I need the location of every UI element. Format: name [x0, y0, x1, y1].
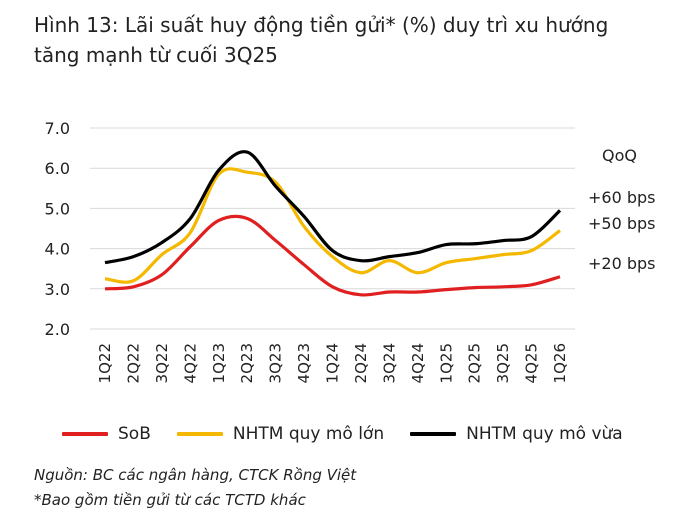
y-axis: 2.0 3.0 4.0 5.0 6.0 7.0 [45, 119, 70, 339]
x-axis: 1Q22 2Q22 3Q22 4Q22 1Q23 2Q23 3Q23 4Q23 1Q24 2Q24… [96, 343, 569, 383]
y-tick-label: 4.0 [45, 240, 70, 259]
legend-label-medium: NHTM quy mô vừa [466, 424, 623, 444]
qoq-label-vua: +60 bps [588, 188, 656, 207]
legend-item-sob: SoB [62, 424, 151, 444]
chart-title: Hình 13: Lãi suất huy động tiền gửi* (%)… [34, 10, 684, 70]
legend-item-large: NHTM quy mô lớn [176, 424, 385, 444]
legend-label-sob: SoB [118, 424, 151, 444]
source-note: Nguồn: BC các ngân hàng, CTCK Rồng Việt … [34, 463, 356, 513]
y-tick-label: 2.0 [45, 320, 70, 339]
x-tick-label: 1Q23 [210, 343, 228, 383]
series-line-2 [104, 150, 562, 265]
title-line-2: tăng mạnh từ cuối 3Q25 [34, 43, 278, 67]
y-tick-label: 7.0 [45, 119, 70, 138]
x-tick-label: 3Q22 [153, 343, 171, 383]
legend-swatch-medium [410, 432, 457, 436]
x-tick-label: 4Q25 [523, 343, 541, 383]
x-tick-label: 2Q24 [352, 343, 370, 383]
x-tick-label: 4Q24 [409, 343, 427, 383]
x-tick-label: 3Q24 [380, 343, 398, 383]
legend-swatch-sob [62, 432, 108, 436]
x-tick-label: 4Q23 [295, 343, 313, 383]
legend: SoB NHTM quy mô lớn NHTM quy mô vừa [62, 424, 649, 444]
y-tick-label: 6.0 [45, 159, 70, 178]
y-tick-label: 3.0 [45, 280, 70, 299]
legend-label-large: NHTM quy mô lớn [232, 424, 385, 444]
qoq-label-lon: +50 bps [588, 214, 656, 233]
qoq-header: QoQ [602, 146, 637, 165]
source-line-1: Nguồn: BC các ngân hàng, CTCK Rồng Việt [34, 466, 357, 484]
series-line-0 [104, 214, 561, 297]
x-tick-label: 1Q24 [324, 343, 342, 383]
y-tick-label: 5.0 [45, 199, 70, 218]
grid [90, 127, 575, 330]
x-tick-label: 2Q23 [238, 343, 256, 383]
x-tick-label: 3Q23 [267, 343, 285, 383]
legend-swatch-large [176, 432, 223, 436]
x-tick-label: 2Q25 [466, 343, 484, 383]
legend-item-medium: NHTM quy mô vừa [410, 424, 623, 444]
x-tick-label: 3Q25 [494, 343, 512, 383]
x-tick-label: 2Q22 [124, 343, 142, 383]
series-line-1 [104, 167, 561, 284]
x-tick-label: 4Q22 [181, 343, 199, 383]
source-line-2: *Bao gồm tiền gửi từ các TCTD khác [34, 491, 306, 509]
x-tick-label: 1Q26 [551, 343, 569, 383]
x-tick-label: 1Q25 [437, 343, 455, 383]
qoq-label-sob: +20 bps [588, 254, 656, 273]
series-lines [104, 150, 562, 297]
x-tick-label: 1Q22 [96, 343, 114, 383]
title-line-1: Hình 13: Lãi suất huy động tiền gửi* (%)… [34, 13, 609, 37]
